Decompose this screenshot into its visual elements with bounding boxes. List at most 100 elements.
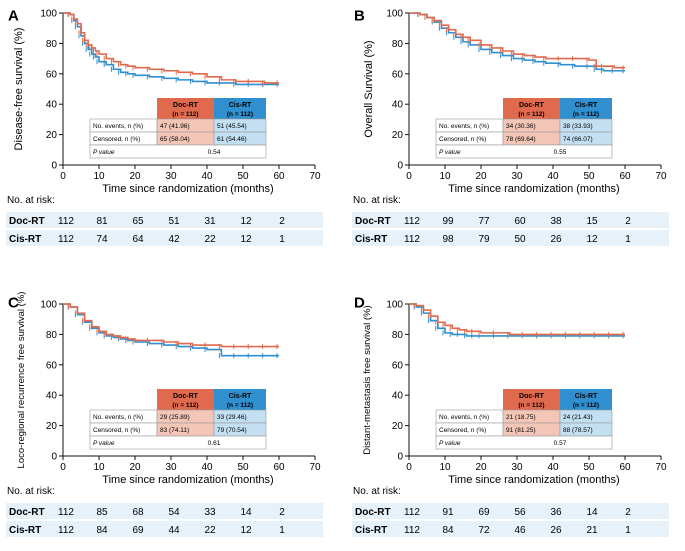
x-tick-label: 20 bbox=[129, 171, 141, 182]
cis-rt-header: Cis-RT bbox=[575, 393, 598, 400]
x-tick-label: 30 bbox=[511, 462, 523, 473]
x-tick-label: 40 bbox=[547, 171, 559, 182]
y-axis-title: Distant-metastasis free survival (%) bbox=[362, 305, 373, 454]
cis-rt-header: Cis-RT bbox=[575, 102, 598, 109]
risk-count: 91 bbox=[442, 507, 454, 518]
risk-row-name: Doc-RT bbox=[355, 507, 391, 518]
y-tick-label: 20 bbox=[392, 421, 404, 432]
risk-count: 51 bbox=[168, 216, 180, 227]
risk-count: 12 bbox=[240, 525, 252, 536]
x-tick-label: 60 bbox=[619, 462, 631, 473]
p-value: 0.54 bbox=[208, 149, 221, 156]
doc-rt-header: Doc-RT bbox=[519, 102, 545, 109]
risk-count: 44 bbox=[168, 525, 180, 536]
risk-count: 14 bbox=[240, 507, 252, 518]
risk-count: 1 bbox=[279, 525, 285, 536]
panel-d: D 0 20 40 60 80 100 0 10 20 30 40 50 60 70 Time since r… bbox=[352, 294, 669, 537]
cis-rt-header-bg bbox=[214, 389, 266, 410]
p-value-label: P value bbox=[93, 149, 115, 156]
y-tick-label: 0 bbox=[51, 452, 57, 463]
risk-count: 98 bbox=[442, 234, 454, 245]
risk-row-band bbox=[6, 230, 323, 246]
y-tick-label: 100 bbox=[386, 300, 403, 311]
table-row-label: Censored, n (%) bbox=[93, 136, 140, 143]
cis-rt-header-bg bbox=[214, 98, 266, 119]
risk-count: 15 bbox=[586, 216, 598, 227]
y-axis-title: Disease-free survival (%) bbox=[13, 28, 25, 151]
x-tick-label: 30 bbox=[165, 462, 177, 473]
table-doc-value: 47 (41.96) bbox=[160, 123, 190, 130]
risk-row-name: Cis-RT bbox=[9, 525, 41, 536]
risk-count: 33 bbox=[204, 507, 216, 518]
table-row-label: No. events, n (%) bbox=[439, 123, 489, 130]
x-tick-label: 40 bbox=[201, 462, 213, 473]
y-tick-label: 40 bbox=[392, 391, 404, 402]
risk-count: 72 bbox=[478, 525, 490, 536]
x-tick-label: 0 bbox=[406, 462, 412, 473]
x-tick-label: 20 bbox=[129, 462, 141, 473]
table-cis-value: 74 (66.07) bbox=[563, 136, 593, 143]
risk-row-name: Doc-RT bbox=[355, 216, 391, 227]
p-value: 0.55 bbox=[554, 149, 567, 156]
risk-count: 46 bbox=[514, 525, 526, 536]
risk-count: 112 bbox=[58, 507, 74, 518]
panel-label: C bbox=[8, 294, 19, 311]
risk-count: 1 bbox=[625, 234, 631, 245]
y-tick-label: 80 bbox=[46, 39, 58, 50]
risk-row-name: Cis-RT bbox=[9, 234, 41, 245]
table-cis-value: 61 (54.46) bbox=[217, 136, 247, 143]
risk-count: 81 bbox=[96, 216, 108, 227]
doc-rt-header: Doc-RT bbox=[519, 393, 545, 400]
y-tick-label: 0 bbox=[51, 161, 57, 172]
x-tick-label: 10 bbox=[93, 171, 105, 182]
risk-row-band bbox=[6, 212, 323, 228]
risk-count: 84 bbox=[96, 525, 108, 536]
y-tick-label: 100 bbox=[40, 9, 57, 20]
doc-rt-n: (n = 112) bbox=[172, 111, 198, 118]
risk-row-name: Doc-RT bbox=[9, 507, 45, 518]
risk-count: 79 bbox=[478, 234, 490, 245]
km-curve-doc-rt bbox=[63, 303, 279, 348]
km-curve-doc-rt bbox=[409, 12, 625, 69]
table-doc-value: 78 (69.64) bbox=[506, 136, 536, 143]
cis-rt-n: (n = 112) bbox=[227, 111, 253, 118]
y-tick-label: 20 bbox=[46, 130, 58, 141]
table-row-label: Censored, n (%) bbox=[93, 427, 140, 434]
risk-row-band bbox=[352, 212, 669, 228]
y-tick-label: 40 bbox=[46, 391, 58, 402]
y-axis-title: Loco-regional recurrence free survival (… bbox=[16, 292, 27, 469]
summary-table: Doc-RT (n = 112) Cis-RT (n = 112) No. events… bbox=[89, 389, 267, 450]
doc-rt-header-bg bbox=[157, 98, 214, 119]
y-tick-label: 40 bbox=[392, 100, 404, 111]
risk-count: 112 bbox=[58, 216, 74, 227]
y-tick-label: 40 bbox=[46, 100, 58, 111]
table-doc-value: 65 (58.04) bbox=[160, 136, 190, 143]
cis-rt-header-bg bbox=[560, 389, 612, 410]
risk-count: 22 bbox=[204, 525, 216, 536]
km-curve-doc-rt bbox=[409, 303, 625, 336]
x-tick-label: 70 bbox=[655, 462, 667, 473]
table-cis-value: 24 (21.43) bbox=[563, 414, 593, 421]
risk-row-name: Cis-RT bbox=[355, 525, 387, 536]
y-tick-label: 20 bbox=[46, 421, 58, 432]
risk-count: 56 bbox=[514, 507, 526, 518]
x-axis-title: Time since randomization (months) bbox=[448, 474, 619, 486]
p-value: 0.57 bbox=[554, 440, 567, 447]
risk-count: 12 bbox=[240, 234, 252, 245]
x-tick-label: 0 bbox=[60, 462, 66, 473]
table-doc-value: 83 (74.11) bbox=[160, 427, 189, 434]
p-value: 0.61 bbox=[208, 440, 221, 447]
panel-label: A bbox=[8, 7, 19, 24]
x-tick-label: 0 bbox=[60, 171, 66, 182]
risk-count: 1 bbox=[279, 234, 285, 245]
x-tick-label: 60 bbox=[273, 462, 285, 473]
table-doc-value: 21 (18.75) bbox=[506, 414, 536, 421]
risk-row-name: Doc-RT bbox=[9, 216, 45, 227]
x-axis-title: Time since randomization (months) bbox=[102, 183, 273, 195]
risk-count: 112 bbox=[404, 234, 420, 245]
risk-title: No. at risk: bbox=[7, 486, 55, 497]
panel-b: B 0 20 40 60 80 100 0 10 20 30 40 50 60 70 Time since r… bbox=[352, 7, 669, 246]
x-tick-label: 30 bbox=[511, 171, 523, 182]
y-tick-label: 60 bbox=[46, 69, 58, 80]
risk-count: 21 bbox=[586, 525, 598, 536]
